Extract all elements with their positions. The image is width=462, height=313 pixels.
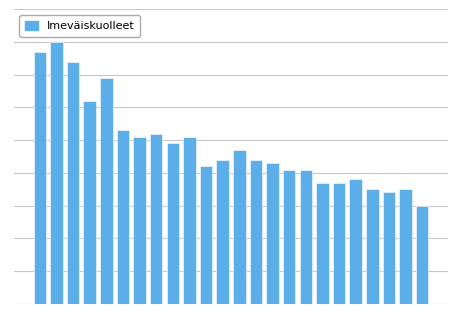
Bar xyxy=(383,192,395,304)
Bar xyxy=(233,150,245,304)
Bar xyxy=(100,78,113,304)
Bar xyxy=(217,160,229,304)
Bar xyxy=(50,42,63,304)
Bar xyxy=(266,163,279,304)
Bar xyxy=(200,166,213,304)
Bar xyxy=(249,160,262,304)
Bar xyxy=(84,101,96,304)
Legend: Imeväiskuolleet: Imeväiskuolleet xyxy=(19,15,140,37)
Bar xyxy=(150,134,163,304)
Bar xyxy=(349,179,362,304)
Bar xyxy=(399,189,412,304)
Bar xyxy=(34,52,46,304)
Bar xyxy=(183,137,196,304)
Bar xyxy=(333,183,345,304)
Bar xyxy=(416,206,428,304)
Bar xyxy=(67,62,79,304)
Bar xyxy=(299,170,312,304)
Bar xyxy=(117,130,129,304)
Bar xyxy=(134,137,146,304)
Bar xyxy=(167,143,179,304)
Bar xyxy=(316,183,328,304)
Bar xyxy=(366,189,378,304)
Bar xyxy=(283,170,295,304)
